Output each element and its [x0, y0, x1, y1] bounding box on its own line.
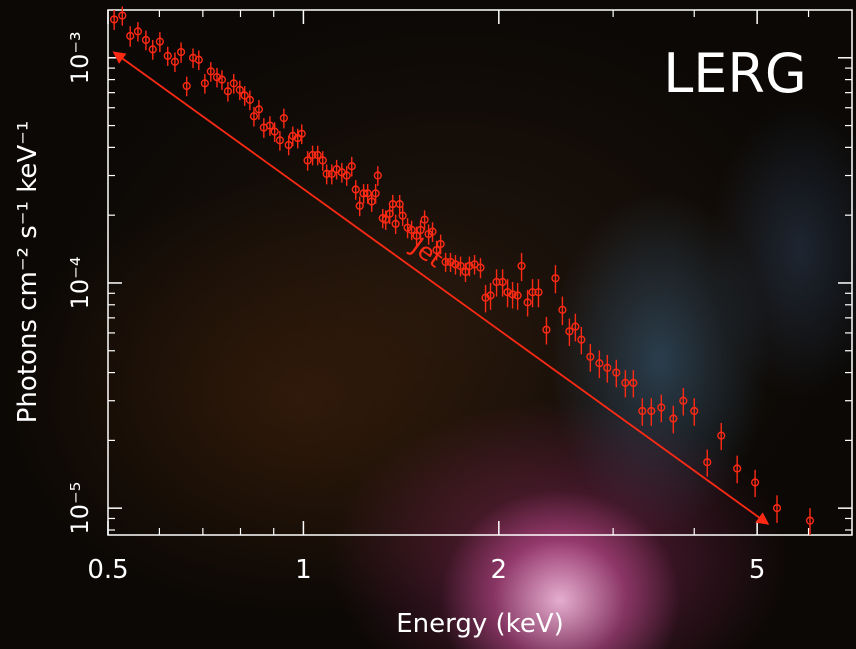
x-tick-label: 2: [491, 555, 508, 585]
y-tick-label: 10⁻⁵: [66, 482, 94, 535]
y-tick-label: 10⁻⁴: [66, 257, 94, 310]
page: {"chart_data": { "type": "scatter", "x_l…: [0, 0, 856, 649]
jet-line: [114, 52, 769, 524]
x-tick-label: 1: [295, 555, 312, 585]
x-axis-label: Energy (keV): [396, 609, 564, 639]
x-tick-label: 0.5: [87, 555, 128, 585]
annotation-title: LERG: [663, 42, 807, 105]
chart: Energy (keV) Photons cm⁻² s⁻¹ keV⁻¹ LERG…: [0, 0, 856, 649]
y-tick-label: 10⁻³: [66, 31, 94, 84]
y-axis-label: Photons cm⁻² s⁻¹ keV⁻¹: [13, 121, 43, 424]
x-tick-label: 5: [749, 555, 766, 585]
